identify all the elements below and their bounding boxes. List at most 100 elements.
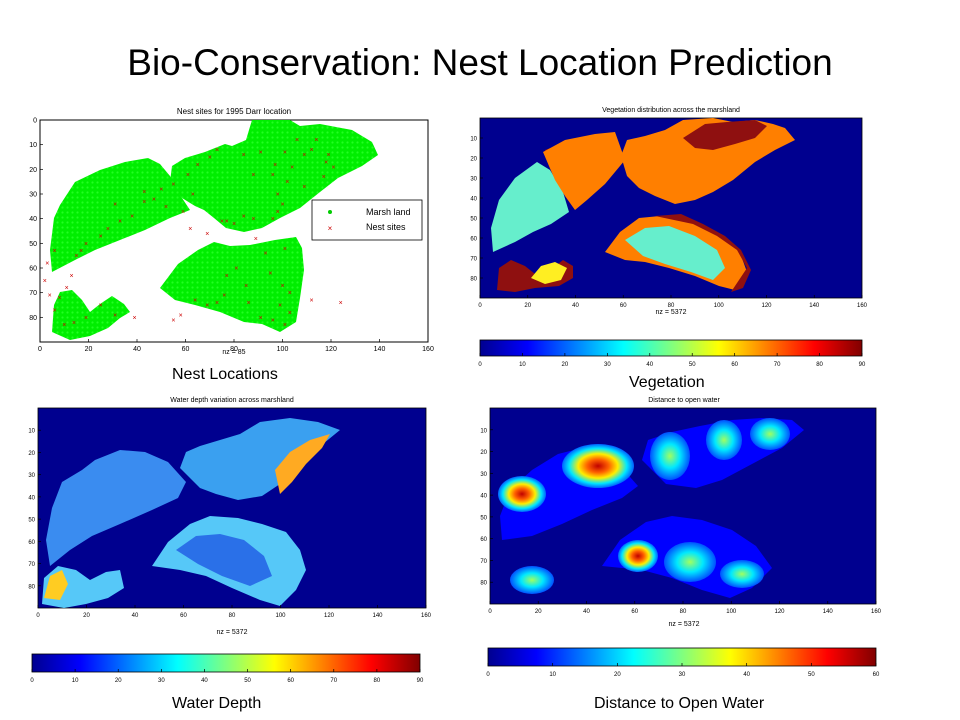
- water-ytick-label: 20: [28, 451, 35, 457]
- nest-site-marker: ×: [181, 209, 185, 216]
- water-cbar-tick-label: 40: [201, 678, 208, 684]
- nest-site-marker: ×: [259, 150, 263, 157]
- marsh-region-north: [170, 120, 378, 232]
- veg-cbar-tick-label: 0: [478, 362, 482, 368]
- distance-xtick-label: 120: [774, 609, 785, 615]
- water-xtick-label: 160: [421, 613, 432, 619]
- marsh-land-regions: [50, 120, 378, 340]
- water-region-southwest-warm: [44, 570, 68, 600]
- veg-region-south-cyan: [625, 226, 725, 280]
- nest-chart-title: Nest sites for 1995 Darr location: [177, 107, 291, 116]
- nest-site-marker: ×: [263, 251, 267, 258]
- distance-xtick-label: 160: [871, 609, 882, 615]
- water-cbar-tick-label: 20: [115, 678, 122, 684]
- distance-ytick-label: 60: [480, 537, 487, 543]
- nest-site-marker: ×: [53, 307, 57, 314]
- nest-site-marker: ×: [118, 219, 122, 226]
- nest-ytick-label: 30: [29, 192, 37, 199]
- nest-site-marker: ×: [295, 137, 299, 144]
- nest-site-marker: ×: [339, 300, 343, 307]
- nest-site-marker: ×: [179, 312, 183, 319]
- veg-ytick-label: 70: [470, 257, 477, 263]
- water-region-north: [180, 418, 340, 500]
- nest-site-marker: ×: [290, 164, 294, 171]
- nest-site-marker: ×: [220, 219, 224, 226]
- distance-ring-2: [706, 420, 742, 460]
- nest-ytick-label: 60: [29, 266, 37, 273]
- distance-cbar-tick-label: 50: [808, 672, 815, 678]
- nest-site-marker: ×: [65, 285, 69, 292]
- distance-cbar-tick-label: 30: [679, 672, 686, 678]
- nest-site-marker: ×: [283, 246, 287, 253]
- nest-site-marker: ×: [57, 295, 61, 302]
- distance-xtick-label: 60: [631, 609, 638, 615]
- nest-site-marker: ×: [273, 162, 277, 169]
- distance-xlabel: nz = 5372: [669, 621, 700, 628]
- legend-nest-marker: ×: [328, 224, 333, 233]
- water-colorbar: [31, 653, 421, 673]
- nest-site-marker: ×: [171, 317, 175, 324]
- nest-site-marker: ×: [84, 315, 88, 322]
- veg-xtick-label: 60: [620, 303, 627, 309]
- nest-legend: Marsh land × Nest sites: [311, 199, 423, 241]
- nest-site-marker: ×: [310, 298, 314, 305]
- water-ytick-label: 60: [28, 540, 35, 546]
- nest-site-marker: ×: [278, 303, 282, 310]
- nest-site-marker: ×: [142, 199, 146, 206]
- water-chart-title: Water depth variation across marshland: [170, 397, 294, 404]
- nest-site-marker: ×: [164, 204, 168, 211]
- marsh-region-south: [160, 237, 304, 332]
- nest-xtick-label: 100: [277, 346, 289, 353]
- nest-site-marker: ×: [288, 290, 292, 297]
- nest-site-marker: ×: [244, 283, 248, 290]
- veg-region-south-brown: [655, 214, 751, 292]
- nest-site-marker: ×: [205, 303, 209, 310]
- distance-hotspot-south: [618, 540, 658, 572]
- nest-site-marker: ×: [324, 159, 328, 166]
- nest-site-marker: ×: [43, 278, 47, 285]
- nest-site-marker: ×: [254, 236, 258, 243]
- distance-ring-3: [750, 418, 790, 450]
- water-xtick-label: 80: [229, 613, 236, 619]
- nest-site-marker: ×: [271, 216, 275, 223]
- nest-ytick-label: 50: [29, 241, 37, 248]
- water-ytick-label: 10: [28, 429, 35, 435]
- nest-xtick-label: 40: [133, 346, 141, 353]
- nest-site-marker: ×: [113, 201, 117, 208]
- water-region-north-warm: [275, 434, 330, 494]
- water-chart: Water depth variation across marshland 0…: [28, 397, 432, 684]
- veg-region-southwest-yellow: [531, 262, 567, 284]
- nest-site-marker: ×: [251, 216, 255, 223]
- nest-site-marker: ×: [314, 137, 318, 144]
- distance-ytick-label: 70: [480, 559, 487, 565]
- nest-site-marker: ×: [159, 187, 163, 194]
- nest-site-marker: ×: [288, 310, 292, 317]
- veg-region-west: [491, 162, 569, 252]
- water-xtick-label: 120: [324, 613, 335, 619]
- caption-distance: Distance to Open Water: [594, 695, 765, 712]
- nest-site-marker: ×: [322, 174, 326, 181]
- nest-site-marker: ×: [283, 150, 287, 157]
- nest-sites: ××××××× × ×××××××× ××××××××××××××××××××××× ×…: [43, 137, 343, 329]
- veg-ytick-label: 80: [470, 277, 477, 283]
- nest-site-marker: ×: [188, 226, 192, 233]
- distance-xtick-label: 0: [488, 609, 492, 615]
- water-ytick-label: 50: [28, 518, 35, 524]
- distance-ytick-label: 80: [480, 581, 487, 587]
- nest-site-marker: ×: [113, 312, 117, 319]
- nest-site-marker: ×: [302, 184, 306, 191]
- veg-cbar-tick-label: 20: [562, 362, 569, 368]
- nest-site-marker: ×: [215, 300, 219, 307]
- legend-box: [311, 199, 423, 241]
- caption-water: Water Depth: [172, 695, 262, 712]
- nest-site-marker: ×: [72, 320, 76, 327]
- distance-chart: Distance to open water 0 20 40 60 80 100 120 14…: [480, 397, 882, 678]
- veg-cbar-tick-label: 60: [731, 362, 738, 368]
- nest-site-marker: ×: [232, 221, 236, 228]
- veg-cbar-tick-label: 70: [774, 362, 781, 368]
- water-region-west: [46, 450, 186, 566]
- water-xlabel: nz = 5372: [217, 629, 248, 636]
- nest-site-marker: ×: [268, 270, 272, 277]
- veg-xtick-label: 20: [524, 303, 531, 309]
- veg-ytick-label: 30: [470, 177, 477, 183]
